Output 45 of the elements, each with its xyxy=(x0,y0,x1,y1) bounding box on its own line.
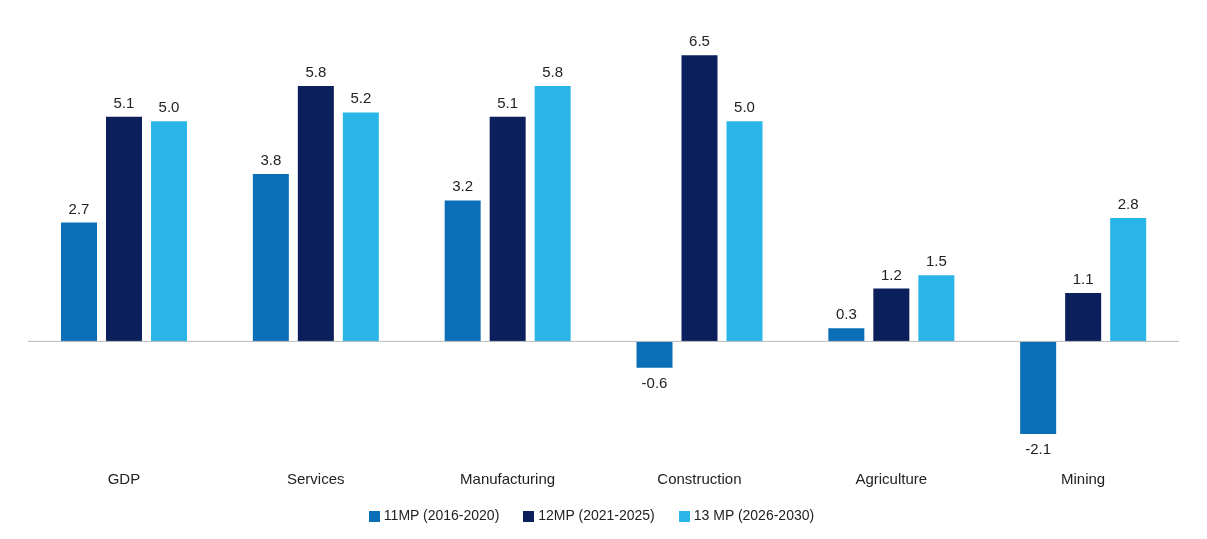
legend-label: 13 MP (2026-2030) xyxy=(693,507,815,523)
data-label: 2.7 xyxy=(68,199,90,217)
bar xyxy=(1110,218,1147,342)
bar xyxy=(636,341,673,368)
data-label: 5.1 xyxy=(113,93,135,111)
data-label: 0.3 xyxy=(835,305,857,323)
data-label: 1.2 xyxy=(880,265,902,283)
data-label: 1.1 xyxy=(1072,269,1094,287)
bar xyxy=(828,328,865,342)
data-label: 3.2 xyxy=(452,177,474,195)
x-tick-label: Services xyxy=(286,469,345,487)
data-label: 3.8 xyxy=(260,151,282,169)
data-label: 5.1 xyxy=(497,93,519,111)
bar xyxy=(1020,341,1057,434)
bar xyxy=(1065,292,1102,342)
data-label: 5.2 xyxy=(350,89,372,107)
data-label: 5.0 xyxy=(158,98,180,116)
data-label: 1.5 xyxy=(925,252,947,270)
data-label: 5.8 xyxy=(305,63,327,80)
data-label: 5.0 xyxy=(734,98,755,116)
x-tick-label: Manufacturing xyxy=(460,469,556,487)
bar xyxy=(534,86,571,342)
x-tick-label: Construction xyxy=(657,469,742,487)
bar xyxy=(151,121,187,342)
data-label: 5.8 xyxy=(542,63,564,80)
bar xyxy=(489,116,526,342)
bar xyxy=(342,112,379,342)
x-tick-label: Agriculture xyxy=(855,469,928,487)
bar xyxy=(726,121,763,342)
bar xyxy=(918,275,955,342)
bar xyxy=(61,222,97,342)
bar xyxy=(444,200,481,342)
bar xyxy=(297,86,334,342)
bar xyxy=(873,288,910,342)
bar xyxy=(252,174,289,342)
legend-label: 12MP (2021-2025) xyxy=(538,507,655,523)
data-label: -0.6 xyxy=(641,373,668,391)
data-label: 2.8 xyxy=(1117,195,1139,213)
data-label: -2.1 xyxy=(1025,439,1052,457)
bar xyxy=(681,55,718,342)
legend-label: 11MP (2016-2020) xyxy=(383,507,500,523)
data-label: 6.5 xyxy=(689,32,710,50)
x-tick-label: Mining xyxy=(1060,469,1106,487)
bar xyxy=(106,116,142,342)
x-tick-label: GDP xyxy=(107,469,141,487)
